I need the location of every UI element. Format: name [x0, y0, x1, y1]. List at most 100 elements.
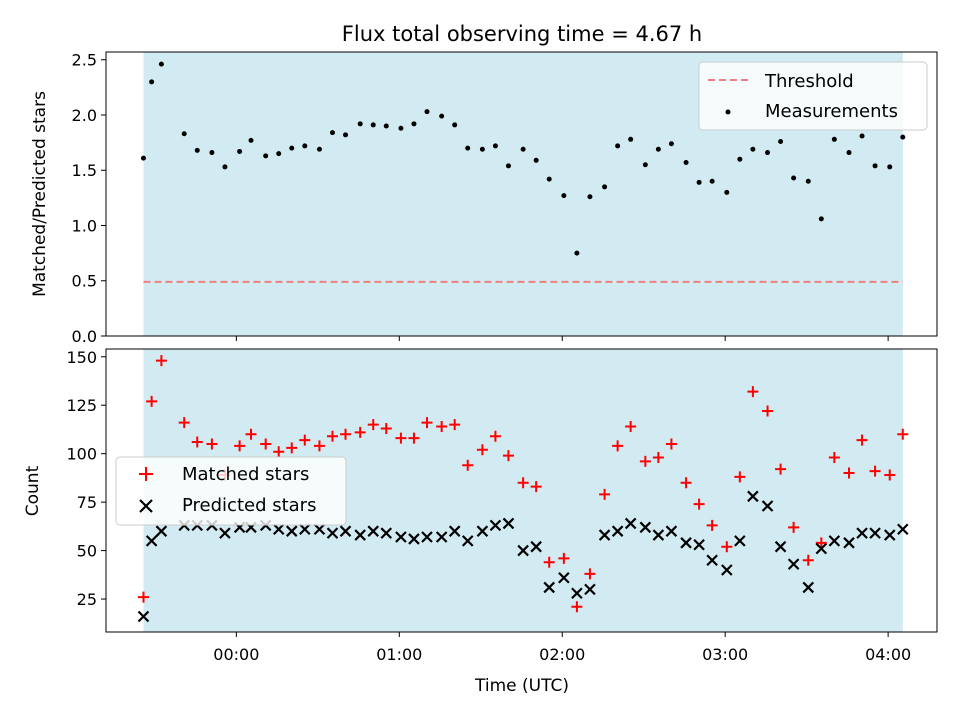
top-y-ticks: 0.0 0.5 1.0 1.5 2.0 2.5 — [72, 51, 106, 346]
legend-predicted-swatch — [139, 499, 153, 513]
measurement-point — [505, 163, 511, 169]
predicted-star-point — [652, 529, 665, 541]
predicted-star-point — [774, 540, 787, 553]
measurement-point — [383, 123, 389, 129]
matched-star-point — [408, 432, 420, 444]
measurement-point — [248, 137, 254, 143]
matched-star-point — [775, 463, 787, 475]
measurement-point — [149, 79, 155, 85]
predicted-star-point — [219, 527, 231, 539]
measurement-point — [683, 160, 689, 166]
matched-star-point — [530, 481, 542, 493]
matched-star-point — [612, 440, 624, 452]
predicted-star-point — [313, 523, 326, 536]
predicted-star-point — [747, 490, 759, 503]
y-tick-label: 150 — [66, 348, 97, 367]
bottom-y-axis-label: Count — [23, 465, 43, 516]
matched-star-point — [178, 417, 190, 429]
top-legend-box — [698, 61, 928, 131]
measurement-point — [357, 121, 363, 127]
predicted-star-point — [461, 535, 474, 547]
measurement-point — [846, 150, 852, 156]
measurement-point — [724, 189, 730, 195]
matched-star-point — [340, 428, 352, 440]
matched-star-point — [476, 444, 488, 456]
matched-star-point — [802, 554, 814, 566]
measurement-point — [411, 121, 417, 127]
measurement-point — [778, 139, 784, 145]
matched-star-point — [146, 395, 158, 407]
matched-star-point — [206, 438, 218, 450]
measurement-point — [574, 250, 580, 256]
matched-star-point — [313, 440, 325, 452]
measurement-point — [805, 178, 811, 184]
matched-star-point — [693, 498, 705, 510]
predicted-star-point — [354, 529, 366, 541]
bottom-legend: Matched stars Predicted stars — [115, 456, 347, 526]
measurement-point — [750, 146, 756, 152]
legend-threshold-label: Threshold — [764, 71, 854, 92]
matched-star-point — [828, 452, 840, 464]
matched-star-point — [245, 428, 257, 440]
bottom-x-ticks: 00:00 01:00 02:00 03:00 04:00 — [213, 632, 911, 664]
predicted-star-point — [897, 523, 909, 536]
predicted-star-point — [272, 523, 285, 536]
y-tick-label: 50 — [77, 542, 97, 561]
predicted-star-point — [624, 517, 637, 530]
matched-star-point — [856, 434, 868, 446]
predicted-star-point — [828, 535, 841, 547]
measurement-point — [302, 143, 308, 149]
matched-star-point — [680, 477, 692, 489]
measurement-point — [546, 176, 552, 182]
top-axes-frame — [105, 51, 938, 337]
x-tick-label: 02:00 — [539, 645, 585, 664]
y-tick-label: 1.5 — [72, 161, 97, 180]
measurement-point — [642, 162, 648, 168]
bottom-panel: 25 50 75 100 125 150 00:00 01:00 02:00 03:00 04:0… — [23, 348, 938, 696]
predicted-star-point — [285, 525, 298, 537]
predicted-star-point — [543, 581, 555, 594]
predicted-star-point — [395, 531, 407, 543]
y-tick-label: 125 — [66, 396, 97, 415]
x-tick-label: 04:00 — [865, 645, 911, 664]
matched-star-point — [639, 455, 651, 467]
chart-title: Flux total observing time = 4.67 h — [342, 22, 702, 46]
matched-star-point — [395, 432, 407, 444]
matched-star-point — [721, 541, 733, 553]
predicted-star-point — [530, 540, 542, 553]
x-tick-label: 03:00 — [702, 645, 748, 664]
predicted-star-point — [145, 535, 158, 547]
measurement-point — [276, 151, 282, 157]
predicted-star-point — [137, 610, 150, 623]
measurement-point — [263, 153, 269, 159]
x-tick-label: 00:00 — [213, 645, 259, 664]
matched-star-point — [436, 421, 448, 433]
legend-matched-label: Matched stars — [182, 464, 309, 485]
matched-stars-points — [137, 355, 909, 613]
measurement-point — [791, 175, 797, 181]
matched-star-point — [625, 421, 637, 433]
matched-star-point — [367, 419, 379, 431]
matched-star-point — [734, 471, 746, 483]
matched-star-point — [843, 467, 855, 479]
matched-star-point — [273, 446, 285, 458]
measurement-point — [737, 156, 743, 162]
measurement-point — [887, 164, 893, 170]
matched-star-point — [326, 430, 338, 442]
x-tick-label: 01:00 — [376, 645, 422, 664]
predicted-star-point — [502, 517, 515, 530]
bottom-legend-box — [115, 456, 347, 526]
y-tick-label: 75 — [77, 493, 97, 512]
predicted-star-point — [326, 527, 339, 539]
predicted-star-point — [815, 542, 828, 555]
matched-star-point — [543, 556, 555, 568]
predicted-star-point — [435, 531, 448, 543]
measurement-point — [158, 61, 164, 67]
predicted-star-point — [680, 537, 692, 549]
matched-star-point — [665, 438, 677, 450]
y-tick-label: 2.5 — [72, 51, 97, 70]
matched-star-point — [191, 436, 203, 448]
matched-star-point — [652, 452, 664, 464]
legend-measurements-label: Measurements — [765, 101, 898, 122]
